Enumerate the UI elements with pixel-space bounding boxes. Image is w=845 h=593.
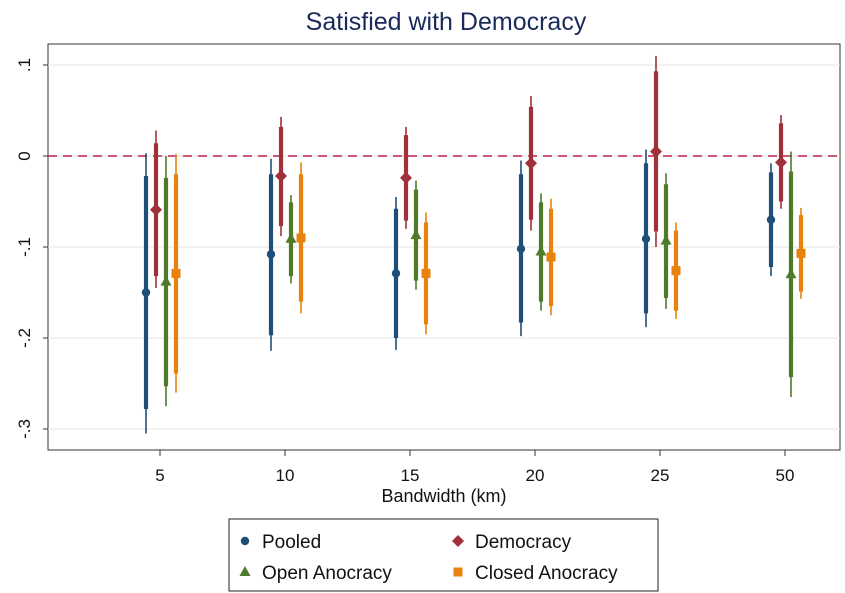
point-estimate — [160, 275, 172, 286]
point-estimate — [525, 157, 537, 170]
point-estimate — [171, 268, 181, 278]
point-estimate — [266, 250, 276, 259]
legend-label: Pooled — [262, 532, 321, 553]
point-estimate — [141, 288, 151, 297]
legend-label: Closed Anocracy — [475, 563, 618, 584]
point-estimate — [400, 171, 412, 184]
legend-marker — [239, 566, 251, 576]
legend-label: Democracy — [475, 532, 572, 553]
chart-title: Satisfied with Democracy — [306, 8, 587, 36]
point-estimate — [275, 170, 287, 183]
point-estimate — [671, 266, 681, 276]
point-estimate — [410, 229, 422, 240]
legend-item: Pooled — [240, 532, 321, 553]
x-tick-label: 15 — [401, 466, 420, 485]
y-tick-label: 0 — [15, 151, 34, 160]
x-axis: 5 10 15 20 25 50 — [155, 450, 794, 485]
x-tick-label: 5 — [155, 466, 164, 485]
legend: Pooled Democracy Open Anocracy Closed Anocr… — [228, 518, 659, 592]
legend-marker — [452, 535, 464, 547]
legend-marker — [240, 536, 250, 546]
point-estimate — [785, 268, 797, 279]
point-estimate — [775, 156, 787, 169]
x-tick-label: 25 — [651, 466, 670, 485]
point-estimate — [150, 203, 162, 216]
legend-item: Open Anocracy — [239, 563, 392, 584]
point-estimate — [285, 232, 297, 243]
legend-marker — [453, 567, 463, 577]
point-estimate — [766, 215, 776, 224]
point-estimate — [535, 245, 547, 256]
legend-item: Closed Anocracy — [453, 563, 618, 584]
legend-label: Open Anocracy — [262, 563, 392, 584]
series-closed-anocracy — [171, 154, 806, 393]
x-tick-label: 50 — [776, 466, 795, 485]
point-estimate — [546, 252, 556, 262]
point-estimate — [516, 244, 526, 254]
series-open-anocracy — [160, 151, 797, 407]
legend-item: Democracy — [452, 532, 572, 553]
series-pooled — [141, 149, 776, 434]
y-tick-label: -.2 — [15, 328, 34, 348]
y-axis: .1 0 -.1 -.2 -.3 — [15, 58, 48, 439]
point-estimate — [421, 268, 431, 278]
point-estimate — [391, 269, 401, 278]
legend-box — [228, 518, 659, 592]
y-tick-label: .1 — [15, 58, 34, 72]
point-estimate — [650, 145, 662, 158]
x-axis-title: Bandwidth (km) — [381, 486, 506, 506]
x-tick-label: 20 — [526, 466, 545, 485]
point-estimate — [296, 233, 306, 243]
x-tick-label: 10 — [276, 466, 295, 485]
point-estimate — [641, 234, 651, 244]
plot-marks — [141, 55, 806, 434]
y-tick-label: -.3 — [15, 419, 34, 439]
series-democracy — [150, 55, 787, 288]
y-tick-label: -.1 — [15, 237, 34, 257]
point-estimate — [660, 234, 672, 245]
point-estimate — [796, 248, 806, 258]
